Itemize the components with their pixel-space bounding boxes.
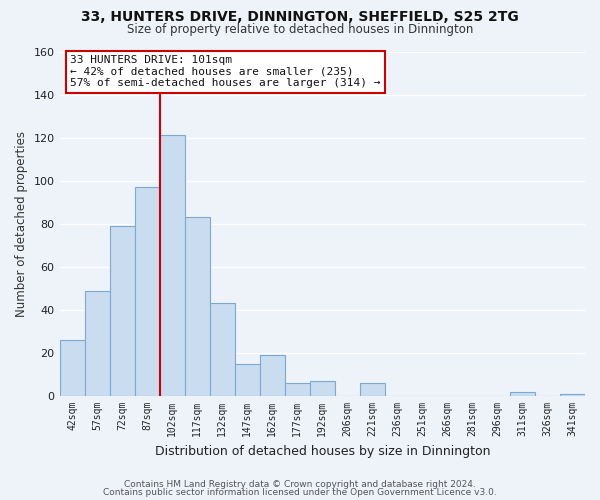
X-axis label: Distribution of detached houses by size in Dinnington: Distribution of detached houses by size … bbox=[155, 444, 490, 458]
Bar bbox=[209, 304, 235, 396]
Text: Size of property relative to detached houses in Dinnington: Size of property relative to detached ho… bbox=[127, 22, 473, 36]
Bar bbox=[310, 381, 335, 396]
Text: 33 HUNTERS DRIVE: 101sqm
← 42% of detached houses are smaller (235)
57% of semi-: 33 HUNTERS DRIVE: 101sqm ← 42% of detach… bbox=[70, 55, 380, 88]
Bar bbox=[510, 392, 535, 396]
Bar bbox=[360, 383, 385, 396]
Text: Contains public sector information licensed under the Open Government Licence v3: Contains public sector information licen… bbox=[103, 488, 497, 497]
Bar bbox=[59, 340, 85, 396]
Y-axis label: Number of detached properties: Number of detached properties bbox=[15, 131, 28, 317]
Bar bbox=[110, 226, 134, 396]
Bar bbox=[185, 218, 209, 396]
Bar bbox=[260, 355, 285, 396]
Bar bbox=[235, 364, 260, 396]
Bar bbox=[560, 394, 585, 396]
Text: 33, HUNTERS DRIVE, DINNINGTON, SHEFFIELD, S25 2TG: 33, HUNTERS DRIVE, DINNINGTON, SHEFFIELD… bbox=[81, 10, 519, 24]
Bar bbox=[85, 290, 110, 396]
Bar bbox=[285, 383, 310, 396]
Bar bbox=[134, 187, 160, 396]
Bar bbox=[160, 136, 185, 396]
Text: Contains HM Land Registry data © Crown copyright and database right 2024.: Contains HM Land Registry data © Crown c… bbox=[124, 480, 476, 489]
